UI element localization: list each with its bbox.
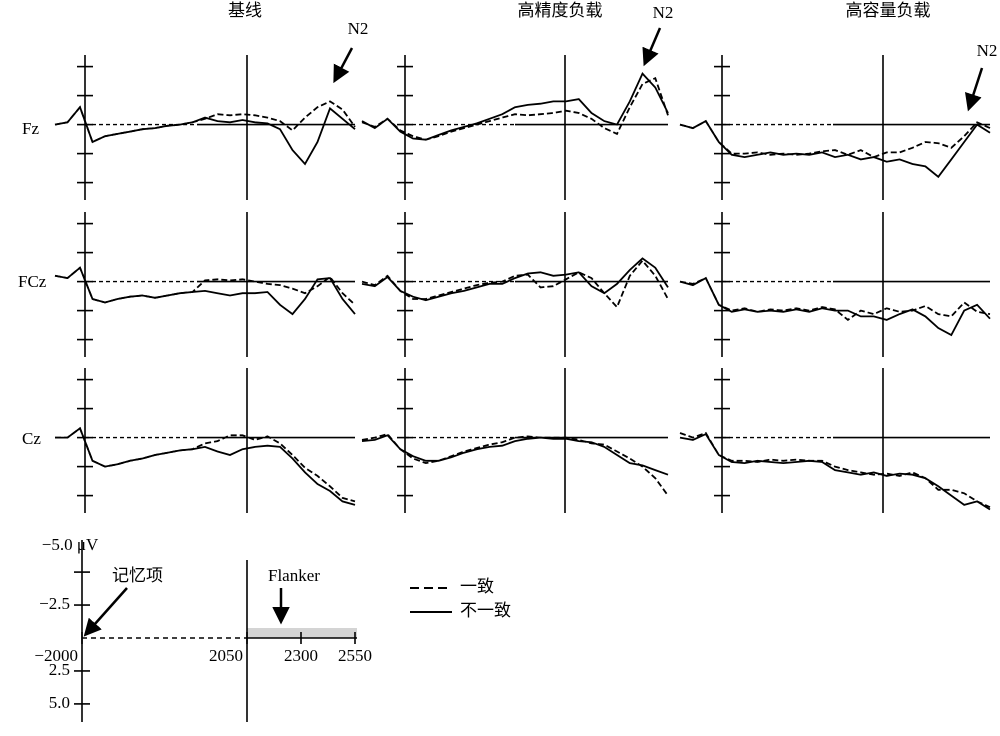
waveform xyxy=(361,259,669,309)
n2-arrow xyxy=(642,27,662,67)
n2-label: N2 xyxy=(653,3,674,22)
y-tick-label: 2.5 xyxy=(49,660,70,679)
row-label: Fz xyxy=(22,119,39,138)
y-tick-label: −5.0 μV xyxy=(42,535,99,554)
column-title: 高精度负载 xyxy=(518,1,603,20)
n2-arrow xyxy=(965,67,984,112)
waveform xyxy=(54,100,356,144)
waveform xyxy=(679,431,991,509)
waveform xyxy=(54,266,356,306)
waveform xyxy=(361,433,669,497)
x-tick-label: 2550 xyxy=(338,646,372,665)
column-title: 基线 xyxy=(228,1,262,20)
row-label: Cz xyxy=(22,429,41,448)
n2-arrow xyxy=(333,47,354,84)
waveform xyxy=(679,432,991,511)
n2-label: N2 xyxy=(977,41,998,60)
n2-label: N2 xyxy=(348,19,369,38)
waveform xyxy=(55,426,356,506)
waveform xyxy=(679,276,991,322)
memory-label: 记忆项 xyxy=(112,566,163,585)
waveform xyxy=(361,434,669,476)
flanker-bar xyxy=(247,628,357,638)
waveform xyxy=(679,119,991,179)
row-label: FCz xyxy=(18,272,47,291)
waveform xyxy=(679,119,991,159)
y-tick-label: 5.0 xyxy=(49,693,70,712)
y-tick-label: −2.5 xyxy=(39,594,70,613)
x-tick-label: −2000 xyxy=(34,646,78,665)
column-title: 高容量负载 xyxy=(846,1,931,20)
waveform xyxy=(679,276,991,337)
waveform xyxy=(361,257,669,302)
legend-label: 一致 xyxy=(460,577,494,596)
waveform xyxy=(54,105,356,166)
x-tick-label: 2050 xyxy=(209,646,243,665)
waveform xyxy=(54,266,356,316)
memory-arrow xyxy=(83,587,128,637)
flanker-label: Flanker xyxy=(268,566,320,585)
x-tick-label: 2300 xyxy=(284,646,318,665)
waveform xyxy=(361,71,669,141)
legend-label: 不一致 xyxy=(460,601,511,620)
waveform xyxy=(361,76,669,141)
